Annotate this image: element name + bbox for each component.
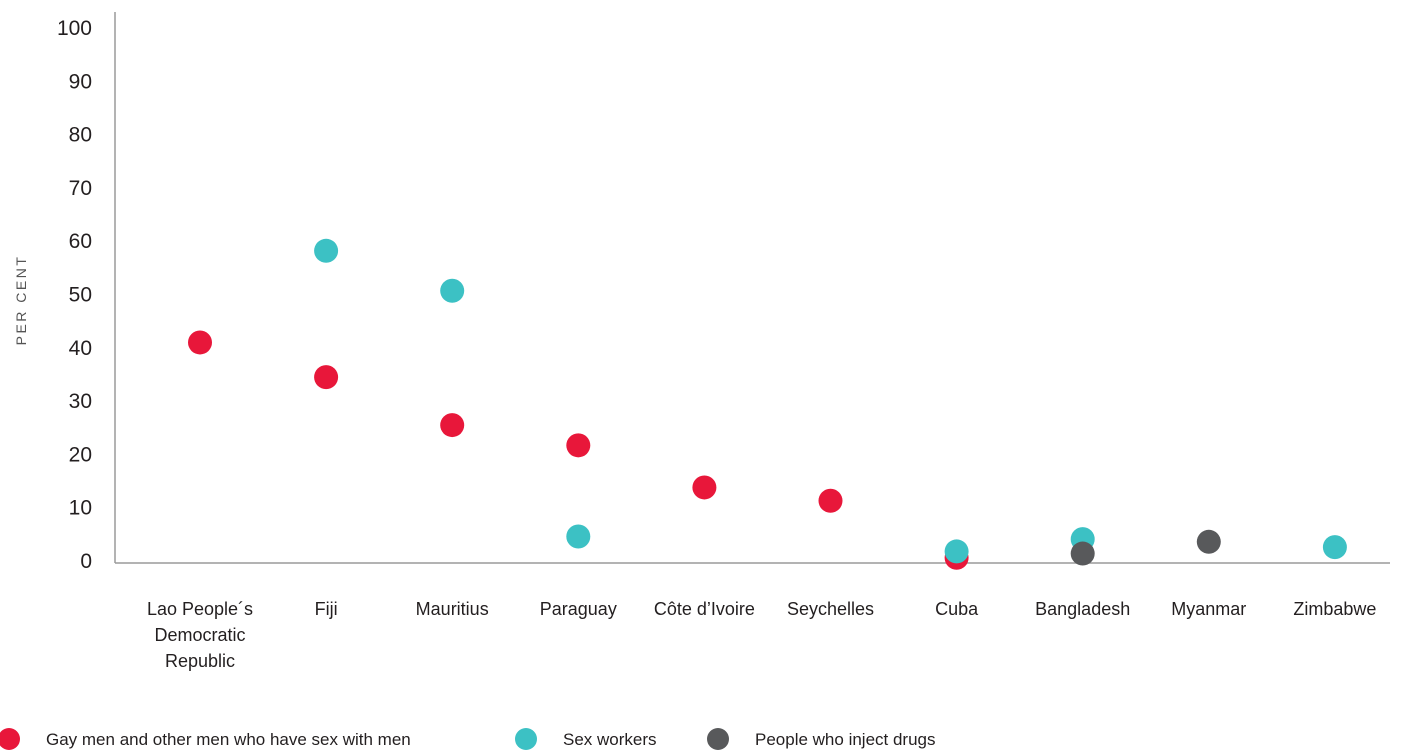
data-point-series-2 — [944, 539, 969, 564]
data-point-series-1 — [692, 475, 717, 500]
data-point-series-2 — [1322, 535, 1347, 560]
data-point-series-3 — [1070, 541, 1095, 566]
legend-marker — [515, 728, 537, 750]
y-tick-label: 0 — [80, 550, 92, 573]
legend-item: Gay men and other men who have sex with … — [0, 728, 411, 750]
legend-label: Sex workers — [563, 730, 657, 749]
y-tick-label: 90 — [69, 70, 92, 93]
y-tick-labels: 0 10 20 30 40 50 60 70 80 90 100 — [57, 17, 92, 573]
y-tick-label: 60 — [69, 230, 92, 253]
x-category-label: Seychelles — [787, 599, 874, 619]
y-tick-label: 20 — [69, 443, 92, 466]
y-tick-label: 100 — [57, 17, 92, 40]
legend-marker — [0, 728, 20, 750]
x-category-labels: Lao People´s Democratic Republic Fiji Maurit… — [147, 599, 1376, 671]
data-point-series-1 — [818, 488, 843, 513]
x-category-label: Lao People´s Democratic Republic — [147, 599, 253, 671]
axes — [114, 12, 1390, 564]
x-category-label: Mauritius — [416, 599, 489, 619]
y-tick-label: 10 — [69, 497, 92, 520]
x-category-label: Bangladesh — [1035, 599, 1130, 619]
data-points — [188, 238, 1347, 570]
data-point-series-2 — [566, 524, 591, 549]
legend-marker — [707, 728, 729, 750]
legend-item: People who inject drugs — [707, 728, 936, 750]
y-tick-label: 40 — [69, 337, 92, 360]
data-point-series-3 — [1196, 529, 1221, 554]
legend-label: Gay men and other men who have sex with … — [46, 730, 411, 749]
y-tick-label: 70 — [69, 177, 92, 200]
data-point-series-1 — [314, 365, 339, 390]
legend: Gay men and other men who have sex with … — [0, 728, 936, 750]
data-point-series-2 — [314, 238, 339, 263]
legend-item: Sex workers — [515, 728, 657, 750]
x-category-label: Fiji — [315, 599, 338, 619]
data-point-series-1 — [440, 413, 465, 438]
x-category-label: Zimbabwe — [1293, 599, 1376, 619]
x-category-label: Myanmar — [1171, 599, 1246, 619]
y-tick-label: 80 — [69, 124, 92, 147]
x-category-label: Cuba — [935, 599, 979, 619]
data-point-series-1 — [188, 330, 212, 355]
x-category-label: Côte d’Ivoire — [654, 599, 755, 619]
y-tick-label: 30 — [69, 390, 92, 413]
data-point-series-2 — [440, 278, 465, 303]
y-axis-label: PER CENT — [13, 255, 29, 346]
data-point-series-1 — [566, 433, 591, 458]
y-tick-label: 50 — [69, 284, 92, 307]
legend-label: People who inject drugs — [755, 730, 936, 749]
x-category-label: Paraguay — [540, 599, 617, 619]
